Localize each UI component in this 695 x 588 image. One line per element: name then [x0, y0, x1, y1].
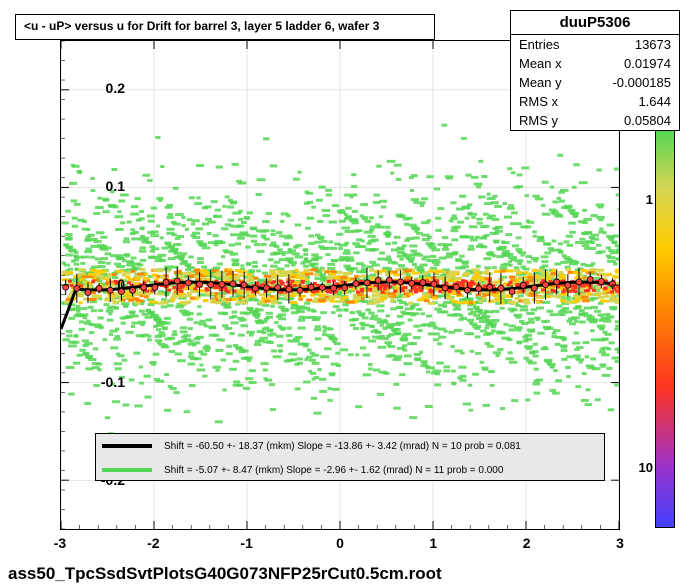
x-tick-label: 1: [418, 535, 448, 551]
stats-label: Mean y: [519, 75, 562, 90]
legend-swatch-black: [102, 444, 152, 448]
colorbar-tick-label: 10: [639, 460, 653, 475]
colorbar: [655, 128, 675, 528]
y-tick-label: 0.1: [75, 178, 125, 194]
legend-row-2: Shift = -5.07 +- 8.47 (mkm) Slope = -2.9…: [96, 458, 604, 482]
stats-label: Entries: [519, 37, 559, 52]
x-tick-label: 0: [325, 535, 355, 551]
stats-label: RMS x: [519, 94, 558, 109]
legend-text-1: Shift = -60.50 +- 18.37 (mkm) Slope = -1…: [164, 441, 521, 452]
stats-label: RMS y: [519, 113, 558, 128]
chart-title: <u - uP> versus u for Drift for barrel 3…: [24, 19, 379, 33]
legend-box: Shift = -60.50 +- 18.37 (mkm) Slope = -1…: [95, 433, 605, 481]
stats-value: 13673: [635, 37, 671, 52]
colorbar-tick-label: 1: [646, 192, 653, 207]
stats-label: Mean x: [519, 56, 562, 71]
stats-value: 0.01974: [624, 56, 671, 71]
stats-row-rmsy: RMS y 0.05804: [511, 111, 679, 130]
x-tick-label: 3: [605, 535, 635, 551]
stats-value: 0.05804: [624, 113, 671, 128]
stats-name: duuP5306: [511, 11, 679, 35]
legend-text-2: Shift = -5.07 +- 8.47 (mkm) Slope = -2.9…: [164, 465, 503, 476]
x-tick-label: 2: [512, 535, 542, 551]
legend-swatch-green: [102, 468, 152, 472]
stats-box: duuP5306 Entries 13673 Mean x 0.01974 Me…: [510, 10, 680, 131]
y-tick-label: 0.2: [75, 80, 125, 96]
stats-row-rmsx: RMS x 1.644: [511, 92, 679, 111]
stats-row-meany: Mean y -0.000185: [511, 73, 679, 92]
y-tick-label: 0: [75, 276, 125, 292]
stats-value: 1.644: [638, 94, 671, 109]
x-tick-label: -1: [232, 535, 262, 551]
y-tick-label: -0.1: [75, 374, 125, 390]
stats-value: -0.000185: [612, 75, 671, 90]
stats-row-entries: Entries 13673: [511, 35, 679, 54]
x-tick-label: -2: [138, 535, 168, 551]
legend-row-1: Shift = -60.50 +- 18.37 (mkm) Slope = -1…: [96, 434, 604, 458]
stats-row-meanx: Mean x 0.01974: [511, 54, 679, 73]
x-tick-label: -3: [45, 535, 75, 551]
chart-title-box: <u - uP> versus u for Drift for barrel 3…: [15, 14, 435, 40]
footer-filename: ass50_TpcSsdSvtPlotsG40G073NFP25rCut0.5c…: [8, 564, 442, 584]
